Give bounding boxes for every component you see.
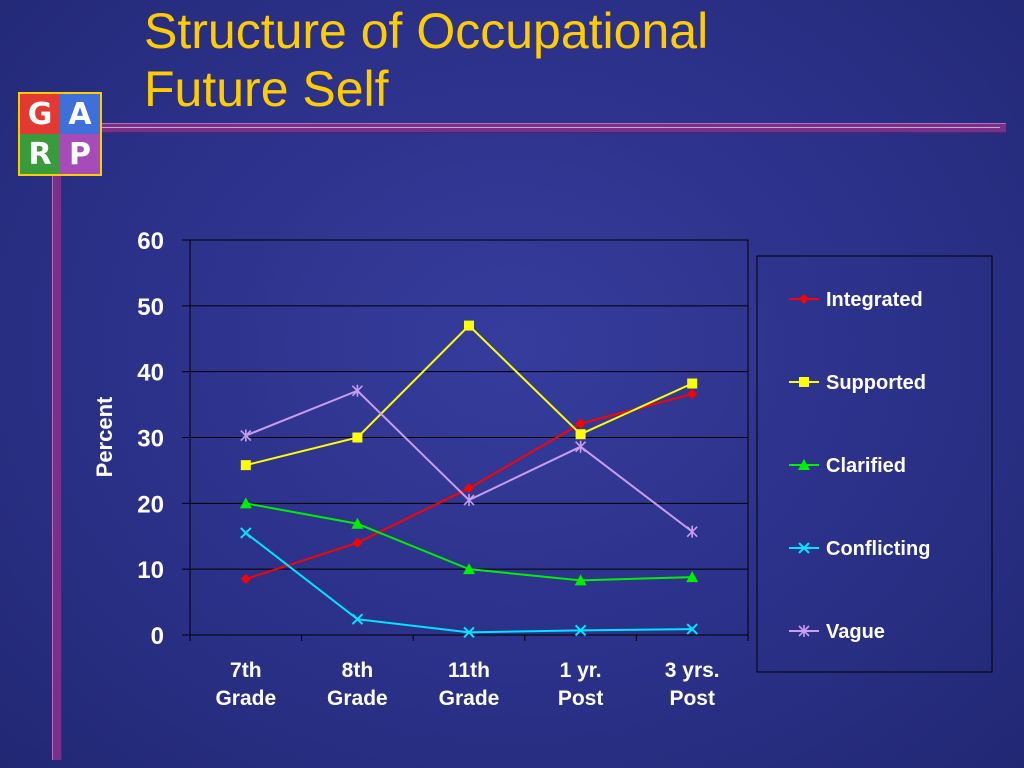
logo-quadrant-blue: [60, 94, 100, 134]
garp-logo: G A R P: [18, 92, 102, 176]
legend-label: Supported: [826, 372, 926, 394]
conflicting-line: [245, 532, 693, 634]
supported-point: [240, 460, 251, 471]
integrated-point: [352, 537, 363, 548]
legend-item-clarified: Clarified: [789, 455, 906, 477]
logo-letter-p: P: [69, 136, 91, 172]
y-tick-label: 30: [137, 426, 164, 453]
legend-item-conflicting: Conflicting: [789, 538, 930, 560]
supported-point: [352, 432, 363, 443]
legend-label: Integrated: [826, 289, 923, 311]
integrated-point: [575, 418, 586, 429]
integrated-point: [240, 574, 251, 585]
supported-point: [464, 320, 474, 331]
legend-marker: [799, 377, 809, 387]
conflicting-point: [686, 623, 698, 635]
legend-item-supported: Supported: [789, 372, 926, 394]
series-vague: [240, 384, 698, 538]
clarified-point: [351, 517, 364, 529]
vague-point: [575, 440, 587, 453]
x-tick-label: 7th Grade: [215, 659, 276, 710]
x-axis-ticks: 7th Grade 8th Grade 11th Grade 1 yr. Post 3 yrs.…: [189, 635, 749, 710]
legend-marker: [798, 459, 810, 470]
series-integrated: [240, 389, 698, 585]
y-tick-label: 0: [151, 623, 164, 650]
series-layer: [239, 320, 699, 639]
logo-quadrant-green: [20, 134, 60, 174]
vague-point: [686, 525, 698, 538]
legend-label: Vague: [826, 621, 885, 643]
series-clarified: [239, 497, 699, 586]
clarified-point: [239, 497, 252, 509]
legend-marker: [798, 542, 810, 554]
legend-item-vague: Vague: [789, 621, 885, 643]
y-tick-label: 10: [137, 557, 164, 584]
title-line-2: Future Self: [144, 61, 389, 117]
supported-point: [575, 429, 586, 440]
y-axis-title: Percent: [92, 396, 117, 477]
series-conflicting: [240, 527, 698, 639]
supported-line: [245, 324, 693, 467]
integrated-point: [464, 483, 474, 494]
x-tick-label: 1 yr. Post: [558, 659, 604, 710]
legend-box: [756, 255, 993, 673]
legend-marker: [798, 625, 810, 637]
supported-point: [687, 378, 698, 389]
legend-label: Clarified: [826, 455, 906, 477]
conflicting-point: [574, 624, 587, 637]
legend: Integrated Supported Clarified Conflicting V…: [789, 289, 930, 643]
vague-point: [463, 494, 475, 507]
logo-quadrant-purple: [60, 134, 100, 174]
logo-letter-g: G: [27, 96, 53, 132]
legend-item-integrated: Integrated: [789, 289, 923, 311]
slide-title: Structure of Occupational Future Self: [144, 2, 1004, 118]
horizontal-accent-bar: [102, 123, 1006, 133]
legend-marker: [799, 294, 809, 304]
y-tick-label: 40: [137, 360, 164, 387]
integrated-point: [687, 389, 698, 400]
y-tick-label: 50: [137, 294, 164, 321]
x-tick-label: 11th Grade: [439, 659, 500, 710]
title-line-1: Structure of Occupational: [144, 3, 709, 59]
legend-label: Conflicting: [826, 538, 930, 560]
y-tick-label: 60: [137, 228, 164, 255]
gridlines: [190, 305, 748, 570]
vague-point: [240, 429, 252, 442]
x-tick-label: 8th Grade: [327, 659, 388, 710]
series-supported: [240, 320, 698, 471]
clarified-point: [574, 574, 587, 586]
conflicting-point: [463, 626, 475, 639]
clarified-point: [686, 571, 699, 583]
y-axis-ticks: 0 10 20 30 40 50 60: [137, 228, 190, 650]
x-tick-label: 3 yrs. Post: [665, 659, 720, 710]
conflicting-point: [351, 613, 364, 625]
logo-quadrant-red: [20, 94, 60, 134]
vague-point: [351, 384, 363, 397]
clarified-point: [463, 563, 475, 575]
y-tick-label: 20: [137, 491, 164, 518]
logo-letter-a: A: [68, 96, 92, 132]
vertical-accent-bar: [52, 176, 62, 760]
conflicting-point: [240, 527, 252, 539]
logo-letter-r: R: [28, 136, 52, 172]
